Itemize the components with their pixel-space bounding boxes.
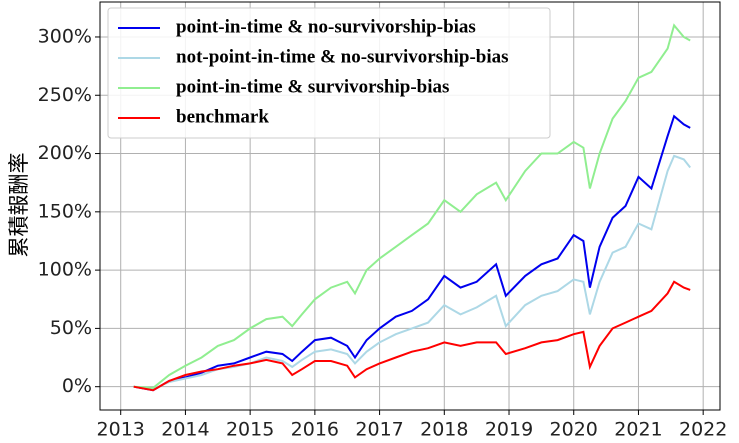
y-tick-label: 250% — [38, 84, 92, 106]
x-tick-label: 2020 — [550, 419, 598, 440]
x-tick-label: 2022 — [679, 419, 727, 440]
y-tick-label: 150% — [38, 200, 92, 222]
y-tick-label: 300% — [38, 25, 92, 47]
legend-label: point-in-time & survivorship-bias — [176, 76, 449, 97]
x-tick-label: 2021 — [614, 419, 662, 440]
y-tick-label: 200% — [38, 142, 92, 164]
x-tick-label: 2014 — [161, 419, 209, 440]
legend-label: not-point-in-time & no-survivorship-bias — [176, 46, 509, 67]
y-axis-label: 累積報酬率 — [7, 153, 31, 258]
plot-frame — [99, 1, 721, 411]
data-line — [133, 23, 691, 389]
legend-label: point-in-time & no-survivorship-bias — [176, 16, 476, 37]
x-tick-label: 2019 — [485, 419, 533, 440]
legend-label: benchmark — [176, 106, 269, 127]
y-tick-label: 50% — [50, 317, 92, 339]
data-line — [133, 154, 691, 391]
legend-box — [107, 7, 551, 139]
x-tick-label: 2017 — [355, 419, 403, 440]
y-tick-label: 0% — [62, 375, 92, 397]
x-tick-label: 2016 — [291, 419, 339, 440]
x-tick-label: 2013 — [97, 419, 145, 440]
x-tick-label: 2015 — [226, 419, 274, 440]
data-line — [133, 280, 691, 392]
y-tick-label: 100% — [38, 259, 92, 281]
x-tick-label: 2018 — [420, 419, 468, 440]
data-line — [133, 114, 691, 392]
